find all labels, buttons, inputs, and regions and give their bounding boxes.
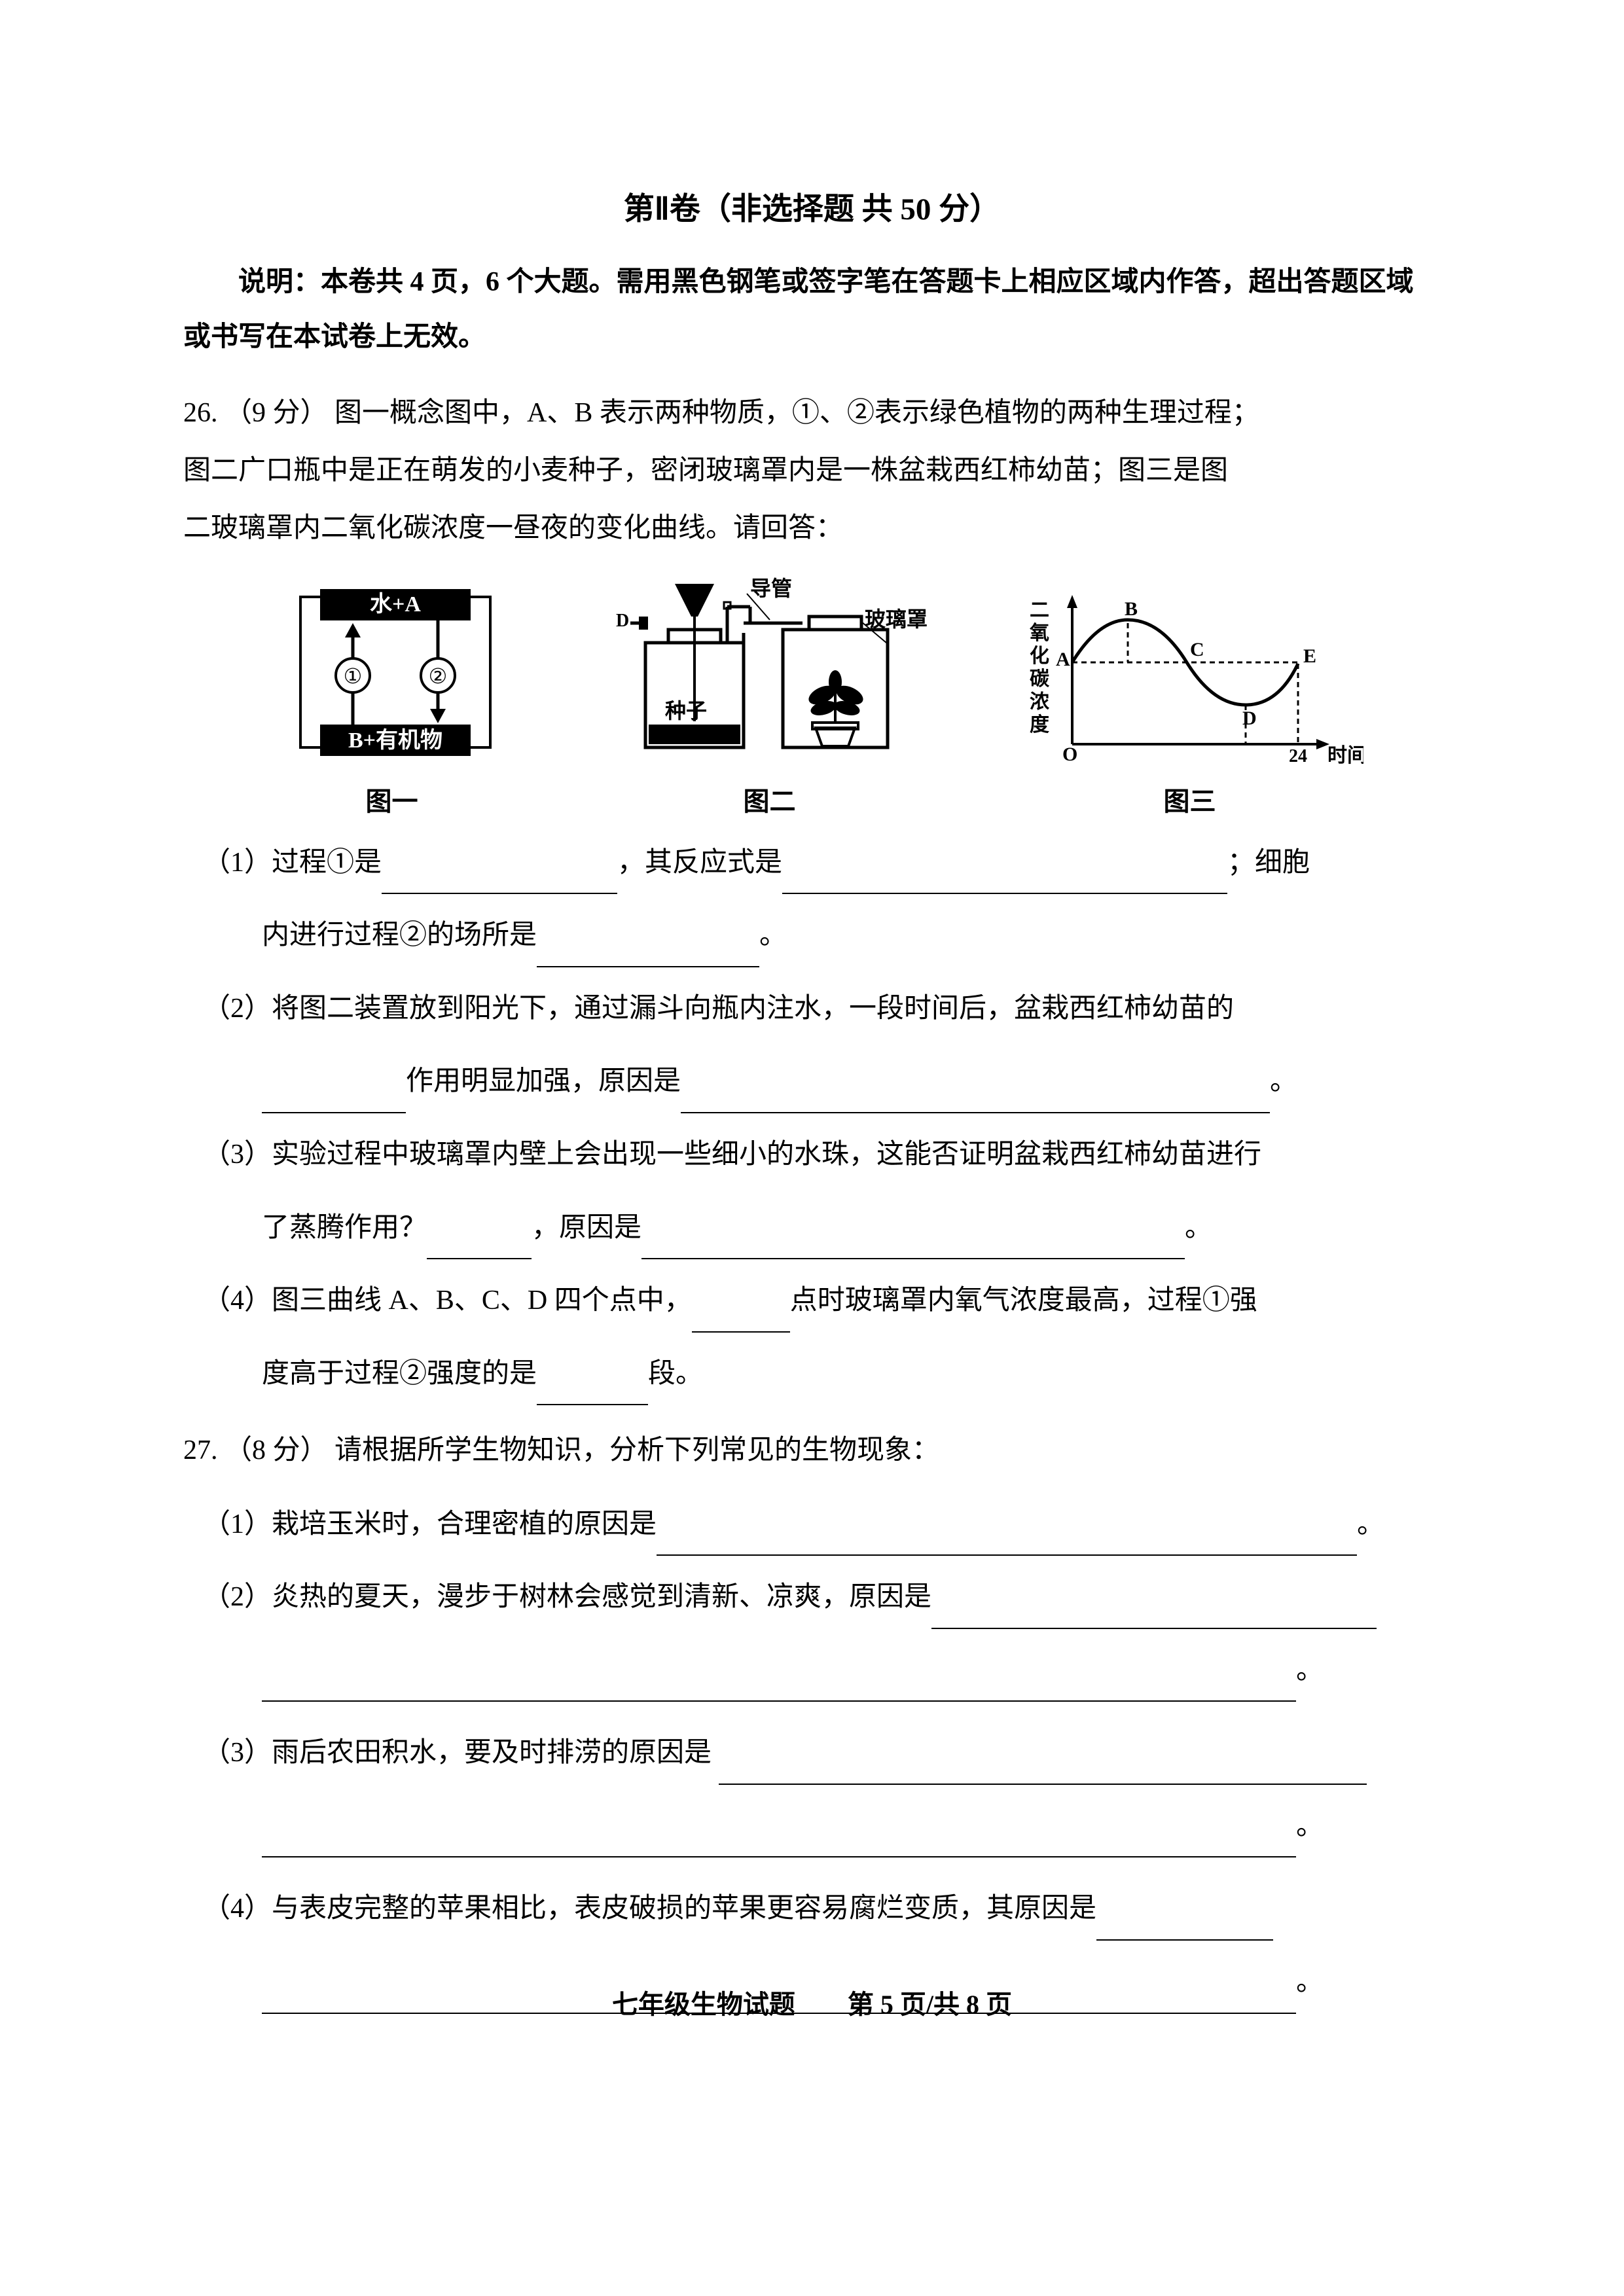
q26-sub4-d: 段。: [648, 1359, 703, 1389]
instructions: 说明：本卷共 4 页，6 个大题。需用黑色钢笔或签字笔在答题卡上相应区域内作答，…: [183, 255, 1441, 365]
d3-origin: O: [1062, 744, 1077, 765]
q27-sub1: （1）栽培玉米时，合理密植的原因是 。: [183, 1493, 1441, 1556]
diagram-3: 二 氧 化 碳 浓 度 O A B C D: [1017, 577, 1363, 818]
blank[interactable]: [262, 1678, 1296, 1702]
diagram-1-label: 图一: [261, 780, 523, 818]
d3-pC: C: [1190, 639, 1204, 660]
q27-number: 27.: [183, 1435, 218, 1465]
q26-points: （9 分）: [225, 398, 328, 428]
q26-sub2-c: 。: [1270, 1066, 1297, 1096]
q26-intro-l1: 图一概念图中，A、B 表示两种物质，①、②表示绿色植物的两种生理过程；: [334, 398, 1259, 428]
q26-sub4-c: 度高于过程②强度的是: [262, 1359, 537, 1389]
d2-glass-label: 玻璃罩: [865, 607, 928, 631]
section-title: 第Ⅱ卷（非选择题 共 50 分）: [183, 183, 1441, 228]
diagram-3-label: 图三: [1017, 780, 1363, 818]
q26-sub3-c: ，原因是: [532, 1213, 641, 1243]
blank[interactable]: [657, 1532, 1357, 1556]
d1-circle2: ②: [428, 664, 447, 688]
d3-pD: D: [1242, 708, 1257, 729]
q27-sub1-a: （1）栽培玉米时，合理密植的原因是: [203, 1509, 657, 1539]
d3-yl3: 化: [1030, 645, 1049, 667]
d2-seed-label: 种子: [665, 699, 707, 723]
blank[interactable]: [681, 1090, 1270, 1113]
blank[interactable]: [719, 1761, 1367, 1785]
d2-pipe-label: 导管: [750, 577, 792, 600]
q26-sub2-line2: 作用明显加强，原因是 。: [183, 1050, 1441, 1113]
blank[interactable]: [382, 870, 617, 894]
blank[interactable]: [427, 1236, 532, 1259]
blank[interactable]: [262, 1090, 406, 1113]
blank[interactable]: [692, 1309, 790, 1333]
d3-yl2: 氧: [1030, 622, 1049, 644]
blank[interactable]: [537, 1382, 648, 1405]
q26-sub1-b: ，其反应式是: [617, 848, 782, 878]
q26-sub1-c: ；细胞: [1227, 848, 1310, 878]
q26-sub2-a: （2）将图二装置放到阳光下，通过漏斗向瓶内注水，一段时间后，盆栽西红柿幼苗的: [203, 994, 1234, 1024]
q26-sub3-a: （3）实验过程中玻璃罩内壁上会出现一些细小的水珠，这能否证明盆栽西红柿幼苗进行: [203, 1139, 1261, 1170]
page-footer: 七年级生物试题 第 5 页/共 8 页: [0, 1983, 1624, 2021]
diagram-1: 水+A B+有机物 ① ② 图一: [261, 577, 523, 818]
d1-bottom-label: B+有机物: [348, 728, 442, 753]
d3-xtick: 24: [1289, 746, 1307, 766]
question-26-intro: 26. （9 分） 图一概念图中，A、B 表示两种物质，①、②表示绿色植物的两种…: [183, 384, 1441, 558]
d3-xlabel: 时间: [1327, 745, 1363, 766]
q26-sub3: （3）实验过程中玻璃罩内壁上会出现一些细小的水珠，这能否证明盆栽西红柿幼苗进行: [183, 1123, 1441, 1187]
q26-sub2-b: 作用明显加强，原因是: [406, 1066, 681, 1096]
question-27-intro: 27. （8 分） 请根据所学生物知识，分析下列常见的生物现象：: [183, 1422, 1441, 1479]
q27-sub2-b: 。: [1296, 1655, 1324, 1685]
q26-intro-l2: 图二广口瓶中是正在萌发的小麦种子，密闭玻璃罩内是一株盆栽西红柿幼苗；图三是图: [183, 456, 1228, 486]
q26-sub4-a: （4）图三曲线 A、B、C、D 四个点中，: [203, 1285, 692, 1316]
q27-sub2: （2）炎热的夏天，漫步于树林会感觉到清新、凉爽，原因是: [183, 1566, 1441, 1629]
d3-yl6: 度: [1030, 714, 1049, 736]
diagram-2-svg: 导管 玻璃罩 D 种子: [600, 577, 940, 767]
d2-d-label: D: [616, 611, 629, 631]
q27-sub3: （3）雨后农田积水，要及时排涝的原因是: [183, 1721, 1441, 1785]
q26-sub3-line2: 了蒸腾作用？ ，原因是 。: [183, 1196, 1441, 1260]
q26-sub4: （4）图三曲线 A、B、C、D 四个点中， 点时玻璃罩内氧气浓度最高，过程①强: [183, 1269, 1441, 1333]
d1-top-label: 水+A: [370, 592, 421, 617]
q27-intro: 请根据所学生物知识，分析下列常见的生物现象：: [334, 1435, 939, 1465]
q26-sub4-line2: 度高于过程②强度的是 段。: [183, 1342, 1441, 1406]
blank[interactable]: [1096, 1917, 1273, 1941]
q26-sub3-b: 了蒸腾作用？: [262, 1213, 427, 1243]
d3-pE: E: [1303, 645, 1316, 667]
q27-sub4: （4）与表皮完整的苹果相比，表皮破损的苹果更容易腐烂变质，其原因是: [183, 1877, 1441, 1941]
d3-yl1: 二: [1030, 600, 1049, 621]
q27-sub2-line2: 。: [183, 1639, 1441, 1702]
q26-sub1-d: 内进行过程②的场所是: [262, 920, 537, 950]
q26-sub3-d: 。: [1185, 1213, 1212, 1243]
blank[interactable]: [931, 1605, 1377, 1629]
q26-sub1-e: 。: [759, 920, 787, 950]
d3-pA: A: [1056, 649, 1070, 670]
blank[interactable]: [262, 1834, 1296, 1857]
q26-sub1: （1）过程①是 ，其反应式是 ；细胞: [183, 831, 1441, 895]
q26-sub4-b: 点时玻璃罩内氧气浓度最高，过程①强: [790, 1285, 1257, 1316]
q27-sub3-b: 。: [1296, 1811, 1324, 1841]
blank[interactable]: [641, 1236, 1185, 1259]
q27-sub3-line2: 。: [183, 1795, 1441, 1858]
q26-sub1-line2: 内进行过程②的场所是 。: [183, 904, 1441, 967]
q26-sub1-a: （1）过程①是: [203, 848, 382, 878]
q27-sub4-a: （4）与表皮完整的苹果相比，表皮破损的苹果更容易腐烂变质，其原因是: [203, 1893, 1096, 1924]
blank[interactable]: [537, 944, 759, 967]
q27-points: （8 分）: [225, 1435, 328, 1465]
diagram-container: 水+A B+有机物 ① ② 图一 导管 玻璃罩 D: [223, 577, 1401, 818]
diagram-2-label: 图二: [600, 780, 940, 818]
blank[interactable]: [782, 870, 1227, 894]
diagram-1-svg: 水+A B+有机物 ① ②: [261, 577, 523, 767]
q27-sub3-a: （3）雨后农田积水，要及时排涝的原因是: [203, 1738, 712, 1768]
q26-intro-l3: 二玻璃罩内二氧化碳浓度一昼夜的变化曲线。请回答：: [183, 513, 843, 543]
diagram-2: 导管 玻璃罩 D 种子: [600, 577, 940, 818]
d3-yl5: 浓: [1030, 691, 1050, 713]
d1-circle1: ①: [343, 664, 362, 688]
q27-sub1-b: 。: [1357, 1509, 1384, 1539]
diagram-3-svg: 二 氧 化 碳 浓 度 O A B C D: [1017, 577, 1363, 767]
q27-sub2-a: （2）炎热的夏天，漫步于树林会感觉到清新、凉爽，原因是: [203, 1582, 931, 1612]
d3-pB: B: [1125, 598, 1138, 620]
q26-sub2: （2）将图二装置放到阳光下，通过漏斗向瓶内注水，一段时间后，盆栽西红柿幼苗的: [183, 977, 1441, 1041]
q26-number: 26.: [183, 398, 218, 428]
d3-yl4: 碳: [1030, 668, 1050, 690]
